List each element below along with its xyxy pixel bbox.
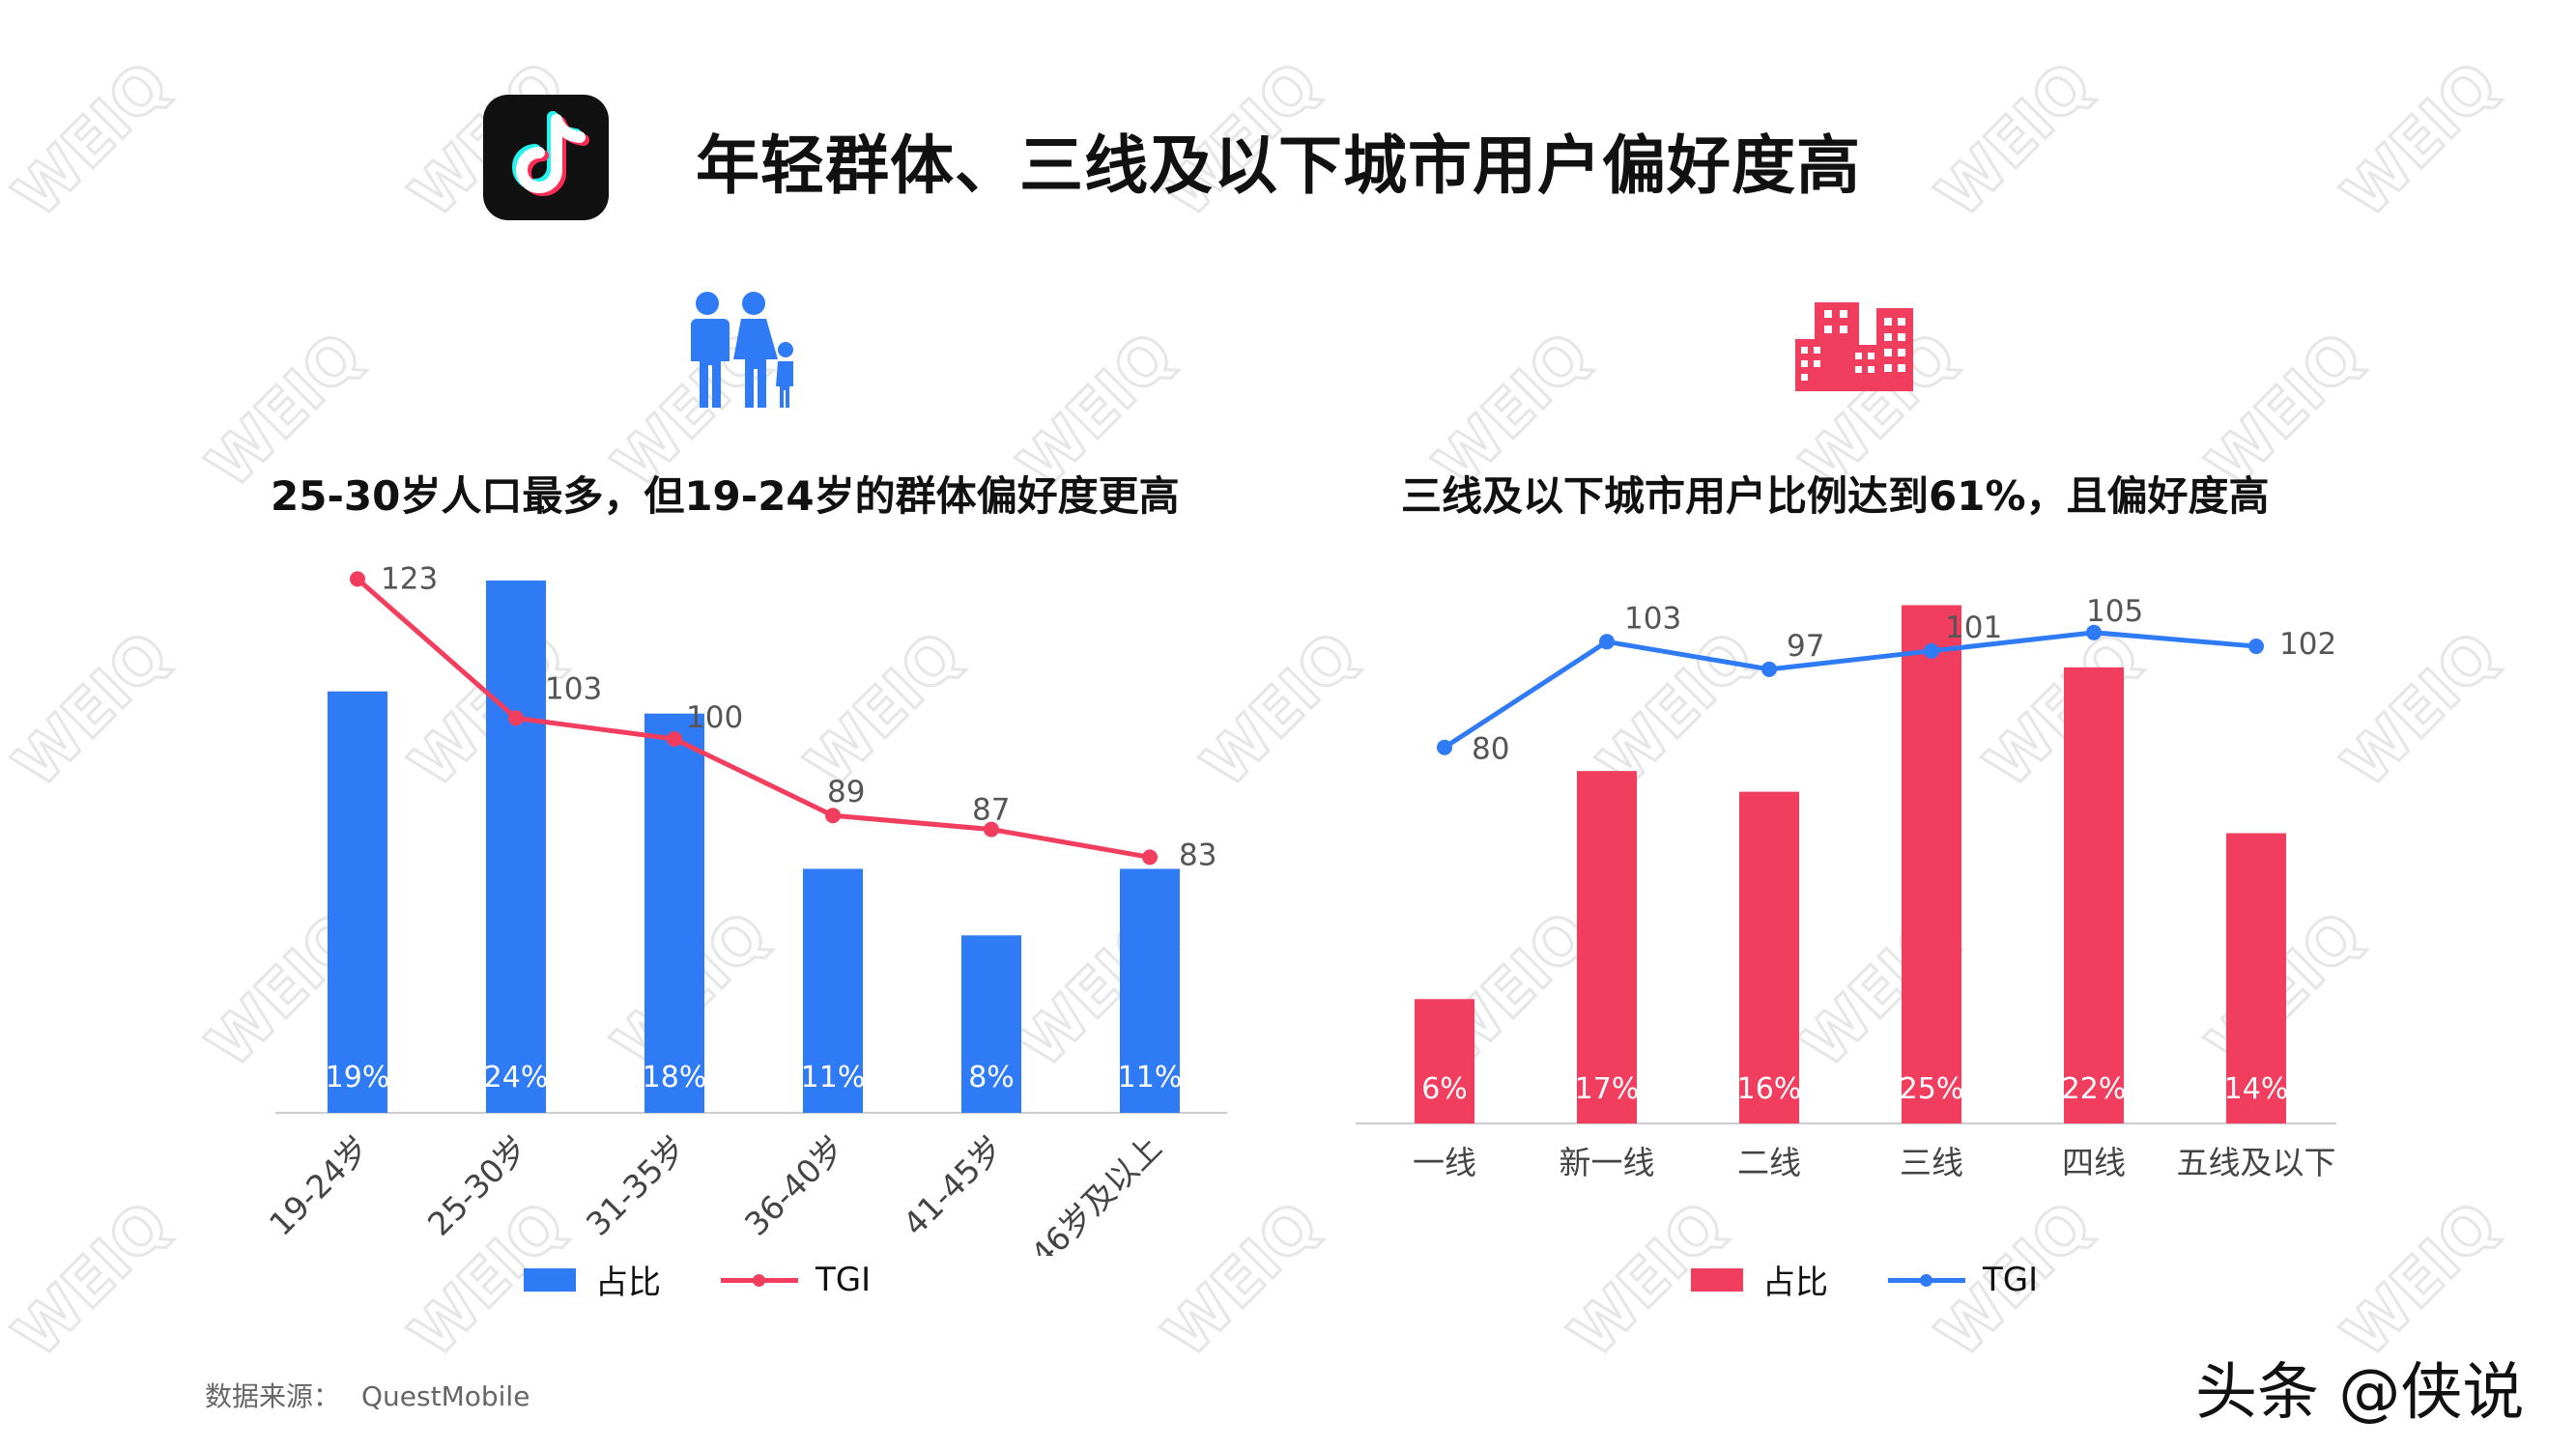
x-tick-label: 新一线 xyxy=(1560,1144,1655,1181)
legend-item-share: 占比 xyxy=(524,1256,661,1303)
bar xyxy=(1739,791,1799,1123)
bar-value-label: 24% xyxy=(484,1061,549,1094)
tgi-value-label: 83 xyxy=(1179,838,1216,872)
tgi-value-label: 89 xyxy=(827,775,865,810)
tgi-point xyxy=(825,808,841,824)
tgi-point xyxy=(1924,642,1939,659)
tgi-line xyxy=(356,577,1151,860)
buildings-icon xyxy=(1795,302,1913,391)
tgi-point xyxy=(984,821,999,838)
tgi-value-label: 87 xyxy=(972,793,1010,828)
bar-value-label: 11% xyxy=(801,1061,866,1094)
left-chart-subtitle: 25-30岁人口最多，但19-24岁的群体偏好度更高 xyxy=(271,472,1180,520)
left-chart-legend: 占比 TGI xyxy=(524,1256,930,1303)
x-tick-label: 五线及以下 xyxy=(2177,1144,2336,1181)
bar-value-label: 16% xyxy=(1737,1072,1802,1106)
tgi-value-label: 97 xyxy=(1787,629,1824,664)
watermark-mark: WEIQ xyxy=(2330,49,2511,231)
tgi-value-label: 101 xyxy=(1945,611,2002,645)
bar xyxy=(1577,771,1637,1123)
x-tick-label: 19-24岁 xyxy=(262,1128,377,1243)
watermark-mark: WEIQ xyxy=(1924,49,2105,231)
x-tick-label: 46岁及以上 xyxy=(1023,1128,1169,1256)
tgi-value-label: 102 xyxy=(2279,627,2336,662)
legend-label: 占比 xyxy=(595,1264,661,1302)
tgi-point xyxy=(1599,634,1615,650)
tgi-point xyxy=(667,731,682,747)
tgi-value-label: 80 xyxy=(1472,732,1509,767)
x-tick-label: 二线 xyxy=(1737,1144,1801,1181)
family-icon xyxy=(691,292,793,408)
x-tick-label: 25-30岁 xyxy=(420,1128,535,1243)
x-tick-label: 一线 xyxy=(1413,1144,1476,1181)
legend-item-share: 占比 xyxy=(1691,1256,1828,1303)
bar-value-label: 11% xyxy=(1118,1061,1183,1094)
tgi-value-label: 100 xyxy=(686,700,743,735)
tgi-point xyxy=(2086,624,2102,640)
legend-label: TGI xyxy=(816,1260,872,1299)
data-source-value: QuestMobile xyxy=(361,1380,530,1412)
x-tick-label: 31-35岁 xyxy=(579,1128,694,1243)
tgi-point xyxy=(508,710,524,726)
tgi-value-label: 105 xyxy=(2086,594,2143,629)
bar-value-label: 18% xyxy=(643,1061,707,1094)
bar-value-label: 17% xyxy=(1575,1072,1640,1106)
age-distribution-chart: 19% 24% 18% 11% 8% 11% 123 103 100 89 87 83 19-24岁 25… xyxy=(262,561,1227,1256)
bar xyxy=(961,935,1021,1113)
right-chart-legend: 占比 TGI xyxy=(1691,1256,2098,1303)
city-tier-chart: 6% 17% 16% 25% 22% 14% 80 103 97 101 105 102 一线 新一线 二线… xyxy=(1356,594,2336,1181)
bar-value-label: 14% xyxy=(2224,1072,2289,1106)
legend-swatch-line xyxy=(721,1268,798,1292)
legend-swatch-bar xyxy=(524,1267,576,1292)
data-source: 数据来源： QuestMobile xyxy=(205,1376,530,1414)
tgi-point xyxy=(350,571,365,587)
bar xyxy=(2226,833,2286,1123)
bar xyxy=(644,713,704,1113)
tgi-point xyxy=(1761,661,1777,677)
douyin-logo-icon xyxy=(483,95,609,220)
right-chart-subtitle: 三线及以下城市用户比例达到61%，且偏好度高 xyxy=(1401,472,2270,520)
brand-watermark: 头条 @侠说 xyxy=(2195,1357,2525,1429)
bar xyxy=(1415,999,1474,1123)
bar xyxy=(2064,667,2124,1123)
tgi-value-label: 103 xyxy=(545,671,602,706)
x-tick-label: 36-40岁 xyxy=(737,1128,852,1243)
legend-label: 占比 xyxy=(1762,1264,1828,1302)
legend-swatch-line xyxy=(1888,1268,1965,1292)
page-title: 年轻群体、三线及以下城市用户偏好度高 xyxy=(696,128,1861,203)
tgi-point xyxy=(1142,849,1158,866)
legend-item-tgi: TGI xyxy=(1888,1261,2038,1299)
bar-value-label: 22% xyxy=(2062,1072,2127,1106)
tgi-point xyxy=(2248,639,2264,655)
x-tick-label: 三线 xyxy=(1900,1144,1963,1181)
legend-label: TGI xyxy=(1983,1260,2039,1299)
bar-value-label: 19% xyxy=(326,1061,390,1094)
bar-value-label: 8% xyxy=(968,1061,1015,1094)
bar xyxy=(1902,605,1961,1123)
watermark-mark: WEIQ xyxy=(1,49,183,231)
legend-swatch-bar xyxy=(1691,1267,1743,1292)
bar-value-label: 6% xyxy=(1421,1072,1468,1106)
data-source-label: 数据来源： xyxy=(205,1380,341,1412)
tgi-line xyxy=(1443,630,2257,750)
bar xyxy=(486,580,546,1113)
bar xyxy=(803,868,863,1113)
x-tick-label: 41-45岁 xyxy=(896,1128,1011,1243)
tgi-value-label: 103 xyxy=(1624,601,1681,636)
tgi-value-label: 123 xyxy=(381,561,438,596)
bar xyxy=(1120,868,1180,1113)
legend-item-tgi: TGI xyxy=(721,1261,871,1299)
bar-value-label: 25% xyxy=(1900,1072,1964,1106)
bar xyxy=(328,691,387,1113)
tgi-point xyxy=(1437,739,1452,755)
x-tick-label: 四线 xyxy=(2062,1144,2126,1181)
